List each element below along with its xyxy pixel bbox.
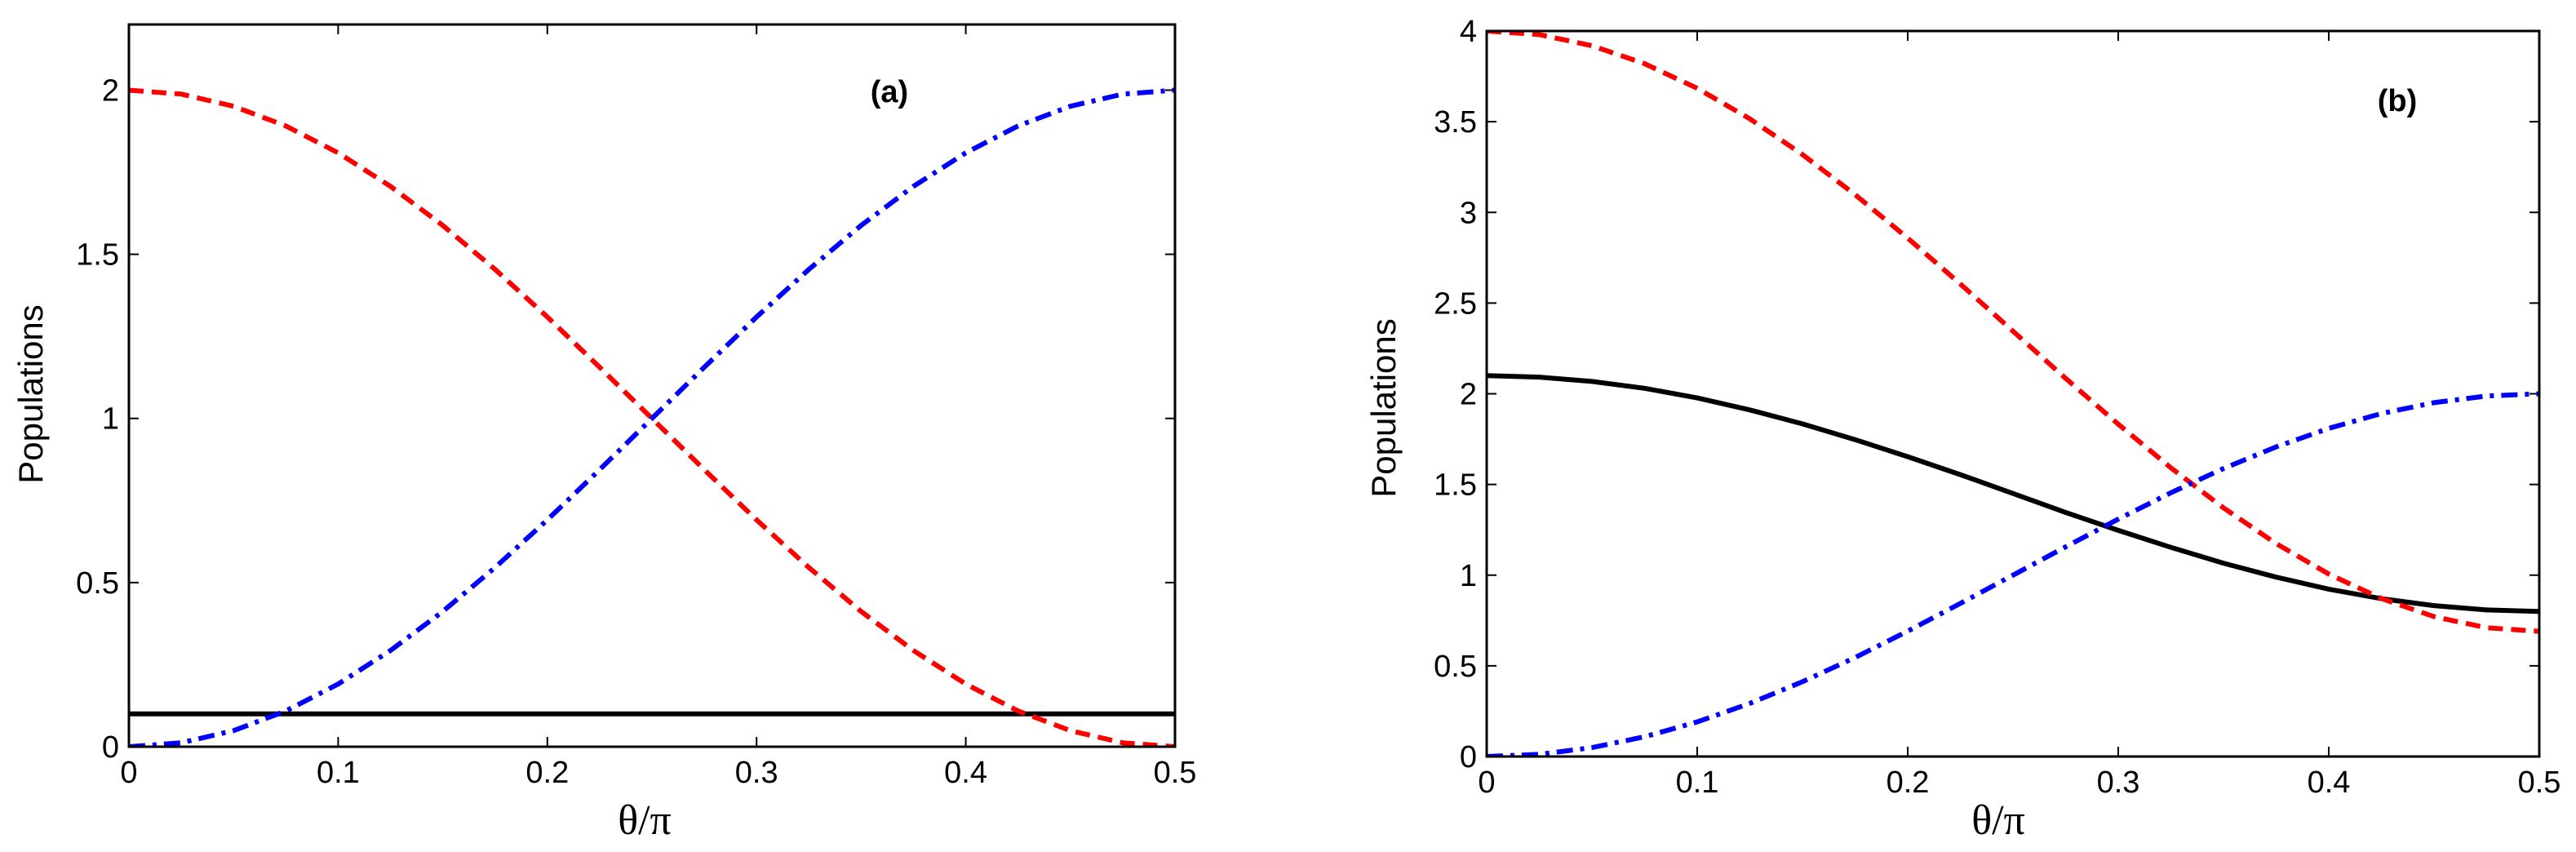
panel-a-x-tick-label: 0.1 bbox=[317, 756, 360, 790]
panel-a-axes-frame bbox=[127, 23, 1177, 748]
panel-b-series-blue-dashdot bbox=[1487, 391, 2539, 757]
panel-b-x-tick-label: 0.1 bbox=[1676, 765, 1719, 800]
panel-a-x-tick-label: 0.3 bbox=[735, 756, 778, 790]
panel-b-x-tick-label: 0 bbox=[1478, 765, 1495, 800]
panel-a-series-red-dashed bbox=[129, 87, 1175, 747]
panel-a-x-tick-label: 0 bbox=[120, 756, 137, 790]
panel-b-y-tick-label: 3 bbox=[1460, 196, 1477, 230]
panel-a-y-tick-label: 1 bbox=[102, 402, 119, 437]
panel-b-y-tick-label: 0.5 bbox=[1434, 650, 1477, 684]
panel-a-x-tick-label: 0.4 bbox=[944, 756, 987, 790]
panel-b: (b) Populations θ/π 0 0.1 0.2 0.3 0.4 0.5 0 0.5… bbox=[1364, 15, 2560, 844]
panel-b-y-tick-label: 2 bbox=[1460, 378, 1477, 412]
panel-a-y-tick-label: 1.5 bbox=[76, 238, 119, 273]
panel-a-label: (a) bbox=[871, 75, 908, 109]
panel-a-y-tick-label: 0.5 bbox=[76, 566, 119, 601]
panel-b-y-tick-label: 3.5 bbox=[1434, 105, 1477, 140]
panel-a: (a) Populations θ/π 0 0.1 0.2 0.3 0.4 0.5 0 0.5… bbox=[11, 23, 1197, 844]
panel-b-axes-frame bbox=[1485, 29, 2541, 758]
panel-b-x-tick-label: 0.3 bbox=[2097, 765, 2140, 800]
panel-b-x-tick-label: 0.5 bbox=[2518, 765, 2561, 800]
panel-b-series-red-dashed bbox=[1487, 31, 2539, 634]
panel-b-y-tick-label: 0 bbox=[1460, 740, 1477, 774]
panel-a-x-axis-label: θ/π bbox=[618, 797, 672, 844]
panel-b-x-axis-label: θ/π bbox=[1971, 797, 2025, 844]
panel-a-x-tick-label: 0.5 bbox=[1154, 756, 1197, 790]
panel-a-series-blue-dashdot bbox=[129, 87, 1175, 747]
panel-a-x-tick-label: 0.2 bbox=[525, 756, 569, 790]
panel-b-x-tick-label: 0.4 bbox=[2308, 765, 2351, 800]
panel-b-x-tick-label: 0.2 bbox=[1887, 765, 1930, 800]
panel-a-y-axis-label: Populations bbox=[11, 304, 50, 484]
panel-b-y-tick-label: 1.5 bbox=[1434, 468, 1477, 503]
panel-a-y-tick-label: 0 bbox=[102, 730, 119, 765]
panel-a-y-tick-label: 2 bbox=[102, 73, 119, 108]
panel-b-label: (b) bbox=[2378, 84, 2418, 118]
panel-b-y-tick-label: 4 bbox=[1460, 15, 1477, 49]
panel-b-series-black-solid bbox=[1487, 373, 2539, 615]
panel-b-y-tick-label: 2.5 bbox=[1434, 286, 1477, 321]
panel-b-y-axis-label: Populations bbox=[1364, 318, 1403, 498]
panel-b-y-tick-label: 1 bbox=[1460, 559, 1477, 593]
